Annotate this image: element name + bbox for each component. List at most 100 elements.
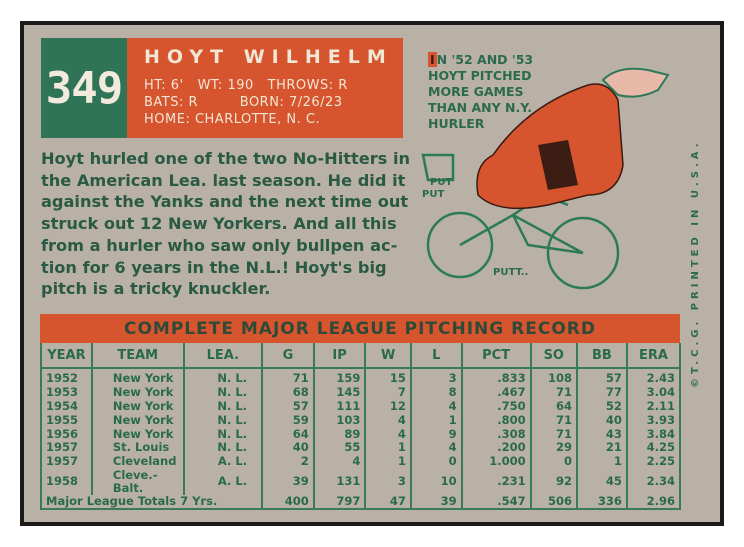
table-cell: 4.25 <box>625 441 682 455</box>
cartoon-pitcher-on-bike: PUT PUT PUTT.. <box>421 67 670 290</box>
vitals-row-2: BATS: R BORN: 7/26/23 <box>144 95 343 110</box>
table-cell: 3.84 <box>625 427 682 441</box>
bio-text: Hoyt hurled one of the two No-Hitters in… <box>41 148 416 300</box>
table-cell: 2.43 <box>625 368 682 386</box>
table-cell: .750 <box>460 400 532 414</box>
totals-row: Major League Totals 7 Yrs. 400 797 47 39.547… <box>39 495 682 511</box>
table-cell: .308 <box>460 427 532 441</box>
table-cell: 59 <box>261 413 315 428</box>
totals-cell: 506 <box>529 495 578 511</box>
caption-line: HOYT PITCHED <box>428 68 532 83</box>
totals-cell: 39 <box>409 495 463 511</box>
table-cell: 131 <box>312 468 367 495</box>
table-cell: 1 <box>364 455 412 469</box>
table-cell: 57 <box>575 368 628 386</box>
table-cell: 43 <box>575 427 628 441</box>
caption-line: THAN ANY N.Y. <box>428 100 532 115</box>
table-cell: New York <box>90 400 185 414</box>
table-cell: A. L. <box>182 455 264 469</box>
table-cell: 64 <box>261 427 315 441</box>
table-cell: 1955 <box>40 413 93 428</box>
home: HOME: CHARLOTTE, N. C. <box>144 112 321 127</box>
table-cell: 92 <box>529 468 578 495</box>
table-cell: 8 <box>409 386 463 400</box>
vitals-row-1: HT: 6' WT: 190 THROWS: R <box>144 78 348 93</box>
column-header: ERA <box>625 343 682 369</box>
card-number: 349 <box>41 38 127 138</box>
table-cell: 3.04 <box>625 386 682 400</box>
table-cell: .800 <box>460 413 532 428</box>
table-cell: 4 <box>312 455 367 469</box>
table-cell: 0 <box>409 455 463 469</box>
table-row: 1954 New York N. L. 57 111 12 4.750 64 52 2.11 <box>40 400 682 414</box>
column-header: SO <box>529 343 578 369</box>
totals-cell: .547 <box>460 495 532 511</box>
table-cell: 2 <box>261 455 315 469</box>
table-cell: 1957 <box>40 441 93 455</box>
table-cell: Cleve.-Balt. <box>90 468 185 495</box>
table-cell: 3.93 <box>625 413 682 428</box>
table-cell: 7 <box>364 386 412 400</box>
table-cell: 1957 <box>40 455 93 469</box>
bio-line: struck out 12 New Yorkers. And all this <box>41 214 397 234</box>
table-cell: 1.000 <box>460 455 532 469</box>
drop-cap: I <box>428 52 437 67</box>
totals-cell: 400 <box>261 495 315 511</box>
table-cell: 21 <box>575 441 628 455</box>
weight: WT: 190 <box>197 78 254 93</box>
table-cell: 12 <box>364 400 412 414</box>
totals-cell: 336 <box>575 495 628 511</box>
table-cell: 1954 <box>40 400 93 414</box>
table-cell: New York <box>90 386 185 400</box>
table-cell: 2.25 <box>625 455 682 469</box>
table-cell: 4 <box>364 427 412 441</box>
bio-line: tion for 6 years in the N.L.! Hoyt's big <box>41 257 387 277</box>
table-cell: 1952 <box>40 368 93 386</box>
column-header: BB <box>575 343 628 369</box>
table-cell: 1 <box>575 455 628 469</box>
record-title: COMPLETE MAJOR LEAGUE PITCHING RECORD <box>40 314 680 343</box>
printed-notice: ©T.C.G. PRINTED IN U.S.A. <box>690 139 701 389</box>
totals-cell: 2.96 <box>625 495 682 511</box>
table-cell: 2.11 <box>625 400 682 414</box>
column-header: W <box>364 343 412 369</box>
table-cell: 10 <box>409 468 463 495</box>
table-cell: N. L. <box>182 427 264 441</box>
caption-line: HURLER <box>428 116 485 131</box>
table-cell: 111 <box>312 400 367 414</box>
totals-cell: 797 <box>312 495 367 511</box>
player-header: HOYT WILHELM HT: 6' WT: 190 THROWS: R BA… <box>127 38 403 138</box>
table-cell: .231 <box>460 468 532 495</box>
bio-line: the American Lea. last season. He did it <box>41 170 406 190</box>
table-cell: 52 <box>575 400 628 414</box>
table-row: 1953 New York N. L. 68 145 7 8.467 71 77 3.04 <box>40 386 682 400</box>
table-cell: 103 <box>312 413 367 428</box>
table-cell: 71 <box>529 413 578 428</box>
sfx-put: PUT <box>422 189 444 200</box>
table-cell: Cleveland <box>90 455 185 469</box>
caption-line: N '52 AND '53 <box>436 52 534 67</box>
table-cell: 1953 <box>40 386 93 400</box>
table-cell: 3 <box>409 368 463 386</box>
bio-line: pitch is a tricky knuckler. <box>41 279 271 299</box>
table-cell: 29 <box>529 441 578 455</box>
table-cell: New York <box>90 413 185 428</box>
table-cell: 1 <box>409 413 463 428</box>
table-cell: 40 <box>261 441 315 455</box>
table-cell: 145 <box>312 386 367 400</box>
table-row: 1955 New York N. L. 59 103 4 1.800 71 40 3.93 <box>40 413 682 428</box>
table-cell: 64 <box>529 400 578 414</box>
table-cell: 71 <box>261 368 315 386</box>
table-cell: N. L. <box>182 413 264 428</box>
table-cell: 4 <box>364 413 412 428</box>
table-cell: 159 <box>312 368 367 386</box>
sfx-put: PUT <box>430 177 452 188</box>
table-cell: 55 <box>312 441 367 455</box>
table-row: 1958 Cleve.-Balt. A. L. 39 131 3 10.231 92 45 2.3… <box>40 468 682 495</box>
sfx-putt: PUTT.. <box>493 267 528 278</box>
bio-line: against the Yanks and the next time out <box>41 192 409 212</box>
table-row: 1952 New York N. L. 71 159 15 3.833 108 57 2.43 <box>40 368 682 386</box>
table-cell: 0 <box>529 455 578 469</box>
table-cell: 15 <box>364 368 412 386</box>
